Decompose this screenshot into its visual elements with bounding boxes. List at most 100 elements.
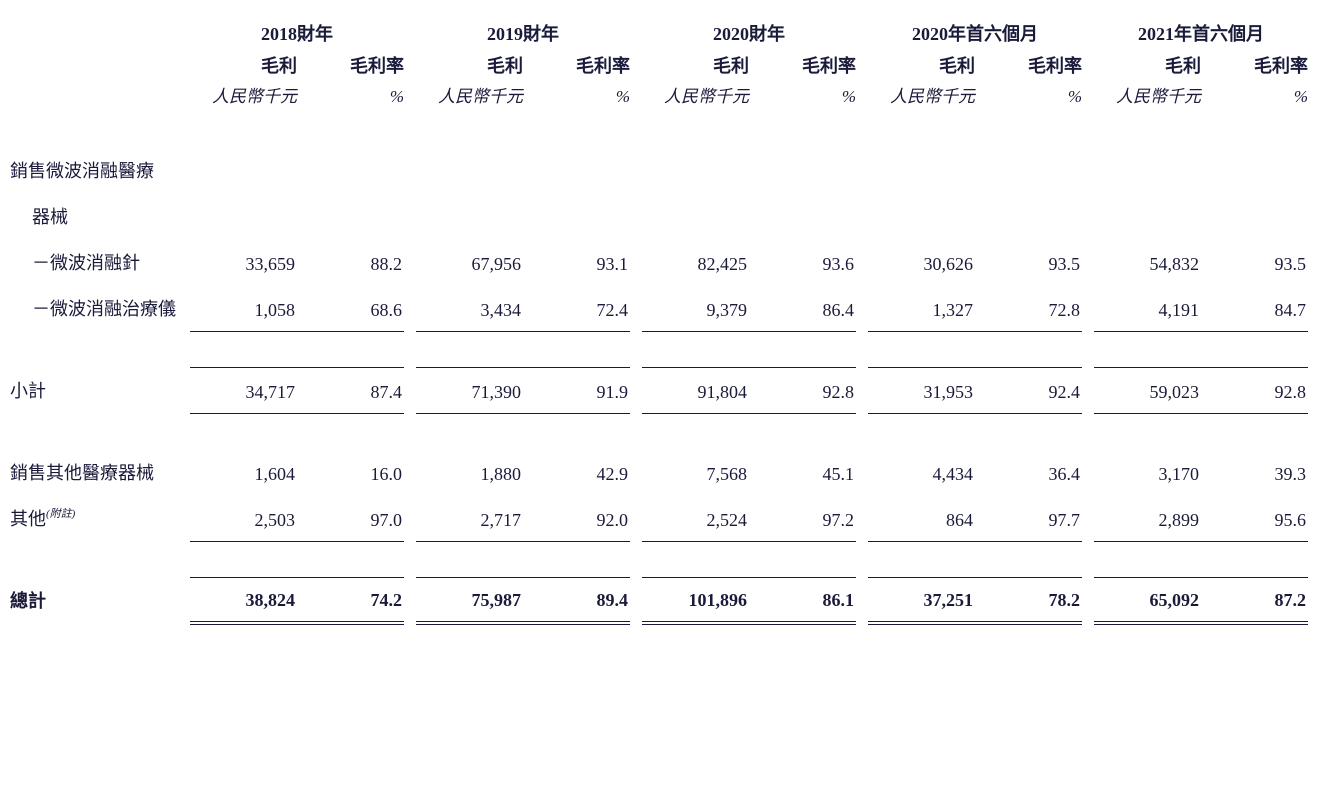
- cell: 31,953: [868, 367, 975, 413]
- cell: 93.5: [1201, 239, 1308, 285]
- cell: 72.8: [975, 285, 1082, 331]
- unit-profit-4: 人民幣千元: [868, 82, 975, 147]
- cell: 36.4: [975, 449, 1082, 495]
- cell: 95.6: [1201, 495, 1308, 541]
- cell: 33,659: [190, 239, 297, 285]
- cell: 54,832: [1094, 239, 1201, 285]
- cell: 92.0: [523, 495, 630, 541]
- section-header-line1: 銷售微波消融醫療: [10, 147, 1308, 193]
- section-header-text-1: 銷售微波消融醫療: [10, 147, 190, 193]
- cell: 87.4: [297, 367, 404, 413]
- row-other-sales-label: 銷售其他醫療器械: [10, 449, 190, 495]
- cell: 59,023: [1094, 367, 1201, 413]
- row-total: 總計 38,824 74.2 75,987 89.4 101,896 86.1 …: [10, 577, 1308, 623]
- cell: 864: [868, 495, 975, 541]
- cell: 37,251: [868, 577, 975, 623]
- cell: 9,379: [642, 285, 749, 331]
- row-other-label: 其他(附註): [10, 495, 190, 541]
- cell: 65,092: [1094, 577, 1201, 623]
- col-margin-1: 毛利率: [297, 52, 404, 82]
- row-subtotal: 小計 34,717 87.4 71,390 91.9 91,804 92.8 3…: [10, 367, 1308, 413]
- cell: 97.7: [975, 495, 1082, 541]
- period-1: 2018財年: [190, 20, 404, 52]
- cell: 4,434: [868, 449, 975, 495]
- cell: 42.9: [523, 449, 630, 495]
- unit-profit-5: 人民幣千元: [1094, 82, 1201, 147]
- period-header-row: 2018財年 2019財年 2020財年 2020年首六個月 2021年首六個月: [10, 20, 1308, 52]
- cell: 87.2: [1201, 577, 1308, 623]
- row-other-label-note: (附註): [46, 508, 75, 520]
- cell: 1,604: [190, 449, 297, 495]
- unit-margin-5: %: [1201, 82, 1308, 147]
- cell: 2,899: [1094, 495, 1201, 541]
- cell: 16.0: [297, 449, 404, 495]
- row-device: －微波消融治療儀 1,058 68.6 3,434 72.4 9,379 86.…: [10, 285, 1308, 331]
- col-margin-4: 毛利率: [975, 52, 1082, 82]
- cell: 93.1: [523, 239, 630, 285]
- cell: 45.1: [749, 449, 856, 495]
- cell: 91,804: [642, 367, 749, 413]
- row-total-label: 總計: [10, 577, 190, 623]
- cell: 7,568: [642, 449, 749, 495]
- cell: 1,058: [190, 285, 297, 331]
- sub-header-row: 毛利 毛利率 毛利 毛利率 毛利 毛利率 毛利 毛利率 毛利 毛利率: [10, 52, 1308, 82]
- cell: 67,956: [416, 239, 523, 285]
- unit-profit-2: 人民幣千元: [416, 82, 523, 147]
- row-other-label-main: 其他: [10, 509, 46, 529]
- cell: 2,717: [416, 495, 523, 541]
- cell: 38,824: [190, 577, 297, 623]
- cell: 92.8: [1201, 367, 1308, 413]
- row-other-sales: 銷售其他醫療器械 1,604 16.0 1,880 42.9 7,568 45.…: [10, 449, 1308, 495]
- cell: 93.5: [975, 239, 1082, 285]
- cell: 2,503: [190, 495, 297, 541]
- col-margin-5: 毛利率: [1201, 52, 1308, 82]
- cell: 71,390: [416, 367, 523, 413]
- section-header-text-2: 器械: [10, 193, 190, 239]
- unit-profit-1: 人民幣千元: [190, 82, 297, 147]
- row-needle-label: －微波消融針: [10, 239, 190, 285]
- col-profit-2: 毛利: [416, 52, 523, 82]
- col-profit-5: 毛利: [1094, 52, 1201, 82]
- cell: 3,170: [1094, 449, 1201, 495]
- cell: 4,191: [1094, 285, 1201, 331]
- col-profit-4: 毛利: [868, 52, 975, 82]
- col-margin-2: 毛利率: [523, 52, 630, 82]
- cell: 92.4: [975, 367, 1082, 413]
- row-device-label: －微波消融治療儀: [10, 285, 190, 331]
- col-profit-3: 毛利: [642, 52, 749, 82]
- period-4: 2020年首六個月: [868, 20, 1082, 52]
- cell: 92.8: [749, 367, 856, 413]
- cell: 30,626: [868, 239, 975, 285]
- cell: 34,717: [190, 367, 297, 413]
- cell: 3,434: [416, 285, 523, 331]
- cell: 97.2: [749, 495, 856, 541]
- unit-row: 人民幣千元 % 人民幣千元 % 人民幣千元 % 人民幣千元 % 人民幣千元 %: [10, 82, 1308, 147]
- cell: 1,880: [416, 449, 523, 495]
- col-margin-3: 毛利率: [749, 52, 856, 82]
- period-3: 2020財年: [642, 20, 856, 52]
- cell: 72.4: [523, 285, 630, 331]
- cell: 68.6: [297, 285, 404, 331]
- cell: 75,987: [416, 577, 523, 623]
- cell: 91.9: [523, 367, 630, 413]
- row-needle: －微波消融針 33,659 88.2 67,956 93.1 82,425 93…: [10, 239, 1308, 285]
- cell: 97.0: [297, 495, 404, 541]
- cell: 2,524: [642, 495, 749, 541]
- cell: 93.6: [749, 239, 856, 285]
- cell: 88.2: [297, 239, 404, 285]
- cell: 39.3: [1201, 449, 1308, 495]
- cell: 86.4: [749, 285, 856, 331]
- cell: 101,896: [642, 577, 749, 623]
- period-5: 2021年首六個月: [1094, 20, 1308, 52]
- cell: 86.1: [749, 577, 856, 623]
- unit-margin-3: %: [749, 82, 856, 147]
- period-2: 2019財年: [416, 20, 630, 52]
- row-subtotal-label: 小計: [10, 367, 190, 413]
- row-other: 其他(附註) 2,503 97.0 2,717 92.0 2,524 97.2 …: [10, 495, 1308, 541]
- cell: 74.2: [297, 577, 404, 623]
- unit-margin-2: %: [523, 82, 630, 147]
- cell: 89.4: [523, 577, 630, 623]
- cell: 82,425: [642, 239, 749, 285]
- gross-profit-table: 2018財年 2019財年 2020財年 2020年首六個月 2021年首六個月…: [10, 20, 1308, 643]
- unit-profit-3: 人民幣千元: [642, 82, 749, 147]
